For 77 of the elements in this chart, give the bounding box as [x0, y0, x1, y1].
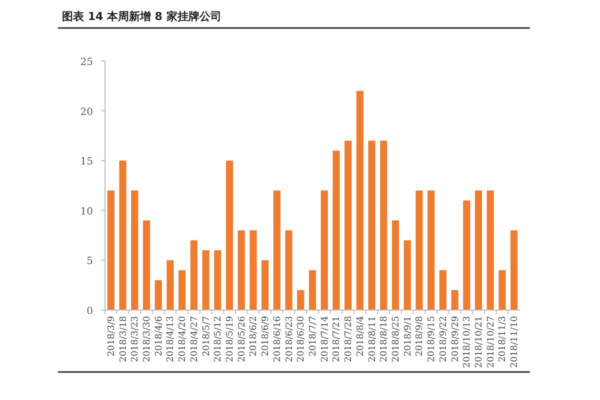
bar	[498, 270, 506, 310]
bar	[439, 270, 446, 310]
x-tick-label: 2018/7/14	[320, 316, 330, 362]
x-tick-label: 2018/4/6	[154, 316, 164, 356]
x-tick-label: 2018/8/18	[380, 316, 390, 362]
bar	[404, 240, 411, 310]
y-tick-label: 5	[86, 256, 93, 268]
x-tick-label: 2018/10/21	[474, 316, 484, 368]
bar	[392, 220, 400, 310]
bar	[166, 260, 174, 310]
x-tick-label: 2018/9/1	[403, 316, 414, 356]
bar	[510, 230, 518, 310]
x-tick-label: 2018/8/25	[392, 316, 402, 362]
x-tick-label: 2018/11/3	[498, 316, 508, 362]
x-tick-label: 2018/7/7	[308, 316, 318, 356]
bar	[356, 90, 364, 310]
bar	[297, 290, 304, 310]
x-tick-label: 2018/9/8	[415, 316, 426, 356]
bar	[226, 160, 234, 310]
x-tick-label: 2018/3/18	[118, 316, 129, 362]
bar	[154, 280, 162, 310]
x-tick-label: 2018/11/10	[510, 316, 520, 368]
bar	[451, 290, 458, 310]
y-tick-label: 15	[80, 156, 93, 168]
bar	[190, 240, 198, 310]
bar	[308, 270, 316, 310]
x-tick-label: 2018/6/23	[284, 316, 295, 362]
bar	[178, 270, 186, 310]
bar	[250, 230, 257, 310]
y-tick-label: 10	[80, 206, 93, 218]
x-tick-label: 2018/9/15	[427, 316, 438, 362]
bar	[273, 190, 280, 310]
y-tick-label: 20	[80, 106, 93, 118]
x-tick-label: 2018/7/21	[332, 316, 342, 362]
x-tick-label: 2018/5/26	[237, 316, 248, 362]
y-tick-label: 25	[80, 57, 93, 68]
bar	[486, 190, 494, 310]
bar	[262, 260, 269, 310]
y-tick-label: 0	[86, 306, 93, 317]
x-tick-label: 2018/5/19	[226, 316, 236, 362]
x-tick-label: 2018/7/28	[344, 316, 354, 362]
bar	[202, 250, 210, 310]
x-tick-label: 2018/5/12	[214, 316, 224, 362]
bar	[463, 200, 470, 310]
bar	[332, 150, 340, 310]
x-tick-label: 2018/6/9	[261, 316, 272, 356]
bar	[320, 190, 328, 310]
bar	[131, 190, 138, 310]
bar	[368, 140, 376, 310]
x-tick-label: 2018/9/29	[450, 316, 461, 362]
bar	[416, 190, 423, 310]
x-tick-label: 2018/3/30	[142, 316, 152, 362]
bar	[142, 220, 150, 310]
chart-title: 图表 14 本周新增 8 家挂牌公司	[62, 10, 222, 23]
bar	[238, 230, 245, 310]
bar	[474, 190, 482, 310]
x-tick-label: 2018/8/11	[368, 316, 378, 362]
x-tick-label: 2018/10/27	[486, 316, 496, 368]
x-tick-label: 2018/6/16	[272, 316, 283, 362]
bar	[380, 140, 388, 310]
x-tick-label: 2018/3/23	[130, 316, 141, 362]
x-tick-label: 2018/6/2	[249, 316, 260, 356]
x-tick-label: 2018/5/7	[202, 316, 212, 356]
x-tick-label: 2018/4/13	[166, 316, 176, 362]
bar	[107, 190, 114, 310]
x-tick-label: 2018/6/30	[296, 316, 307, 362]
bar	[214, 250, 222, 310]
bar	[344, 140, 352, 310]
x-tick-label: 2018/9/22	[438, 316, 449, 362]
bar	[119, 160, 126, 310]
x-tick-label: 2018/10/13	[462, 316, 473, 368]
bar	[428, 190, 435, 310]
x-tick-label: 2018/4/27	[190, 316, 200, 362]
x-tick-label: 2018/8/4	[356, 316, 366, 356]
x-tick-label: 2018/4/20	[178, 316, 188, 362]
bar	[285, 230, 292, 310]
x-tick-label: 2018/3/9	[106, 316, 117, 356]
